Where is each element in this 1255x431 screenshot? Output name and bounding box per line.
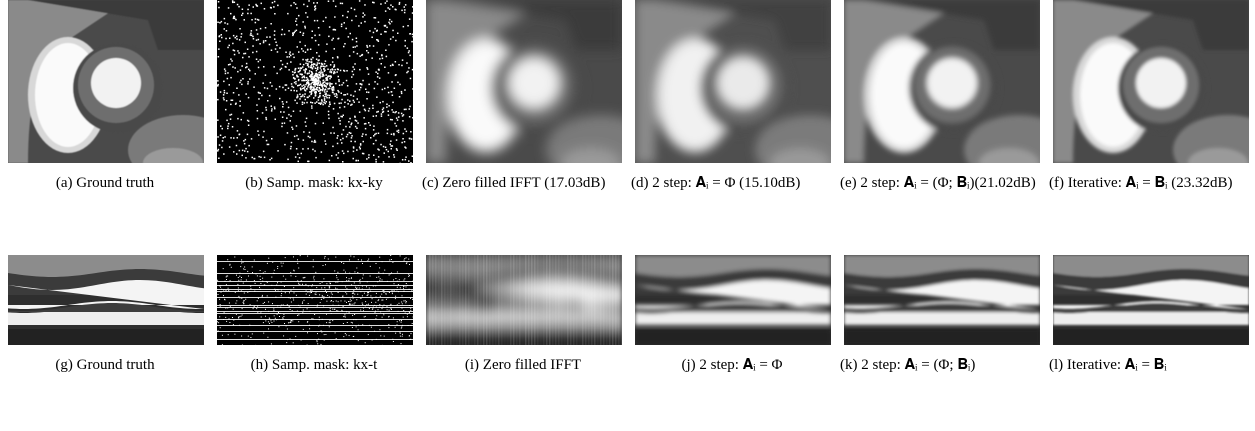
panel-image: [844, 255, 1040, 345]
panel-caption: (i) Zero filled IFFT: [464, 357, 582, 373]
figure-panel: (c) Zero filled IFFT (17.03dB): [422, 0, 628, 193]
panel-caption: (l) Iterative: 𝐀ᵢ = 𝐁ᵢ: [1049, 357, 1167, 373]
panel-caption: (d) 2 step: 𝐀ᵢ = Φ (15.10dB): [631, 175, 801, 191]
panel-image: [8, 0, 204, 163]
figure-panel: (h) Samp. mask: kx-t: [213, 255, 419, 375]
panel-image: [1053, 255, 1249, 345]
panel-caption: (f) Iterative: 𝐀ᵢ = 𝐁ᵢ (23.32dB): [1049, 175, 1233, 191]
panel-caption: (c) Zero filled IFFT (17.03dB): [422, 175, 606, 191]
panel-caption: (g) Ground truth: [55, 357, 155, 373]
panel-image: [635, 255, 831, 345]
figure-panel: (l) Iterative: 𝐀ᵢ = 𝐁ᵢ: [1049, 255, 1255, 375]
figure-panel: (i) Zero filled IFFT: [422, 255, 628, 375]
panel-image: [635, 0, 831, 163]
panel-image: [426, 0, 622, 163]
figure-panel: (g) Ground truth: [4, 255, 210, 375]
figure-panel: (d) 2 step: 𝐀ᵢ = Φ (15.10dB): [631, 0, 837, 193]
panel-caption: (j) 2 step: 𝐀ᵢ = Φ: [681, 357, 783, 373]
panel-image: [844, 0, 1040, 163]
panel-image: [217, 255, 413, 345]
panel-caption: (b) Samp. mask: kx-ky: [245, 175, 383, 191]
panel-image: [8, 255, 204, 345]
figure-panel: (e) 2 step: 𝐀ᵢ = (Φ; 𝐁ᵢ)(21.02dB): [840, 0, 1046, 193]
panel-caption: (a) Ground truth: [55, 175, 155, 191]
panel-image: [426, 255, 622, 345]
figure-panel: (b) Samp. mask: kx-ky: [213, 0, 419, 193]
figure-panel: (k) 2 step: 𝐀ᵢ = (Φ; 𝐁ᵢ): [840, 255, 1046, 375]
figure-panel: (a) Ground truth: [4, 0, 210, 193]
figure-panel: (j) 2 step: 𝐀ᵢ = Φ: [631, 255, 837, 375]
panel-caption: (e) 2 step: 𝐀ᵢ = (Φ; 𝐁ᵢ)(21.02dB): [840, 175, 1036, 191]
panel-image: [1053, 0, 1249, 163]
panel-caption: (k) 2 step: 𝐀ᵢ = (Φ; 𝐁ᵢ): [840, 357, 976, 373]
panel-caption: (h) Samp. mask: kx-t: [250, 357, 378, 373]
panel-image: [217, 0, 413, 163]
figure-panel: (f) Iterative: 𝐀ᵢ = 𝐁ᵢ (23.32dB): [1049, 0, 1255, 193]
